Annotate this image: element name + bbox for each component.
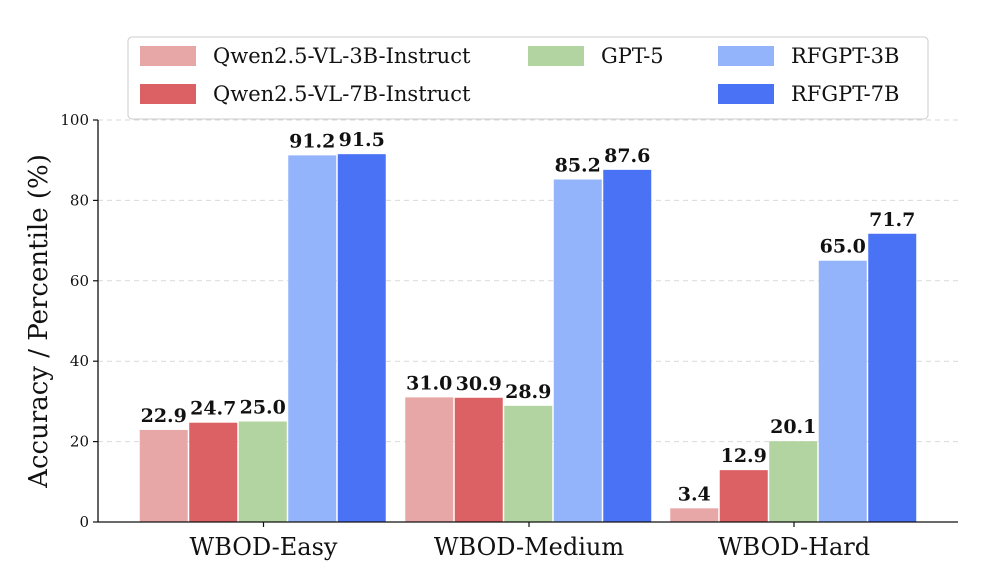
bar: [405, 397, 454, 522]
value-label: 20.1: [770, 416, 816, 438]
bar: [288, 155, 337, 522]
bar: [818, 260, 867, 522]
x-tick-label: WBOD-Hard: [718, 533, 870, 561]
bar: [454, 397, 503, 522]
value-label: 87.6: [604, 145, 650, 167]
y-tick-label: 80: [70, 191, 89, 209]
value-label: 12.9: [721, 445, 767, 467]
legend-swatch: [528, 46, 584, 66]
bar: [337, 154, 386, 523]
bar: [238, 421, 287, 522]
legend-entry: Qwen2.5-VL-3B-Instruct: [213, 44, 471, 68]
bar: [603, 169, 652, 522]
y-tick-label: 0: [79, 513, 89, 531]
bar: [139, 429, 188, 522]
value-label: 85.2: [555, 154, 601, 176]
legend: Qwen2.5-VL-3B-Instruct Qwen2.5-VL-7B-Inst…: [127, 36, 929, 120]
value-labels: 22.9 24.7 25.0 91.2 91.5 31.0 30.9 28.9 85.2 87.6…: [141, 129, 916, 505]
bar: [504, 405, 553, 522]
value-label: 30.9: [456, 373, 502, 395]
value-label: 31.0: [406, 372, 452, 394]
value-label: 22.9: [141, 405, 187, 427]
x-ticks: WBOD-Easy WBOD-Medium WBOD-Hard: [190, 522, 870, 561]
value-label: 28.9: [505, 381, 551, 403]
x-tick-label: WBOD-Medium: [434, 533, 624, 561]
y-tick-label: 60: [70, 272, 89, 290]
legend-swatch: [140, 46, 196, 66]
value-label: 24.7: [190, 398, 236, 420]
bar: [670, 508, 719, 522]
axes: [97, 120, 958, 523]
bar: [769, 441, 818, 522]
value-label: 91.2: [289, 130, 335, 152]
value-label: 3.4: [678, 483, 711, 505]
legend-swatch: [718, 84, 774, 104]
bar: [189, 422, 238, 522]
y-ticks: 0 20 40 60 80 100: [60, 111, 98, 531]
y-tick-label: 40: [70, 352, 89, 370]
y-tick-label: 20: [70, 433, 89, 451]
y-tick-label: 100: [60, 111, 89, 129]
bar: [868, 233, 917, 523]
legend-entry: RFGPT-7B: [791, 82, 899, 106]
legend-swatch: [140, 84, 196, 104]
value-label: 65.0: [820, 236, 866, 258]
x-tick-label: WBOD-Easy: [190, 533, 338, 561]
bar: [553, 179, 602, 522]
bar: [719, 470, 768, 522]
legend-swatch: [718, 46, 774, 66]
value-label: 25.0: [240, 397, 286, 419]
y-axis-label: Accuracy / Percentile (%): [24, 154, 54, 489]
legend-entry: GPT-5: [601, 44, 664, 68]
value-label: 71.7: [869, 209, 915, 231]
legend-entry: Qwen2.5-VL-7B-Instruct: [213, 82, 471, 106]
legend-entry: RFGPT-3B: [791, 44, 899, 68]
value-label: 91.5: [339, 129, 385, 151]
bars: [139, 154, 917, 523]
